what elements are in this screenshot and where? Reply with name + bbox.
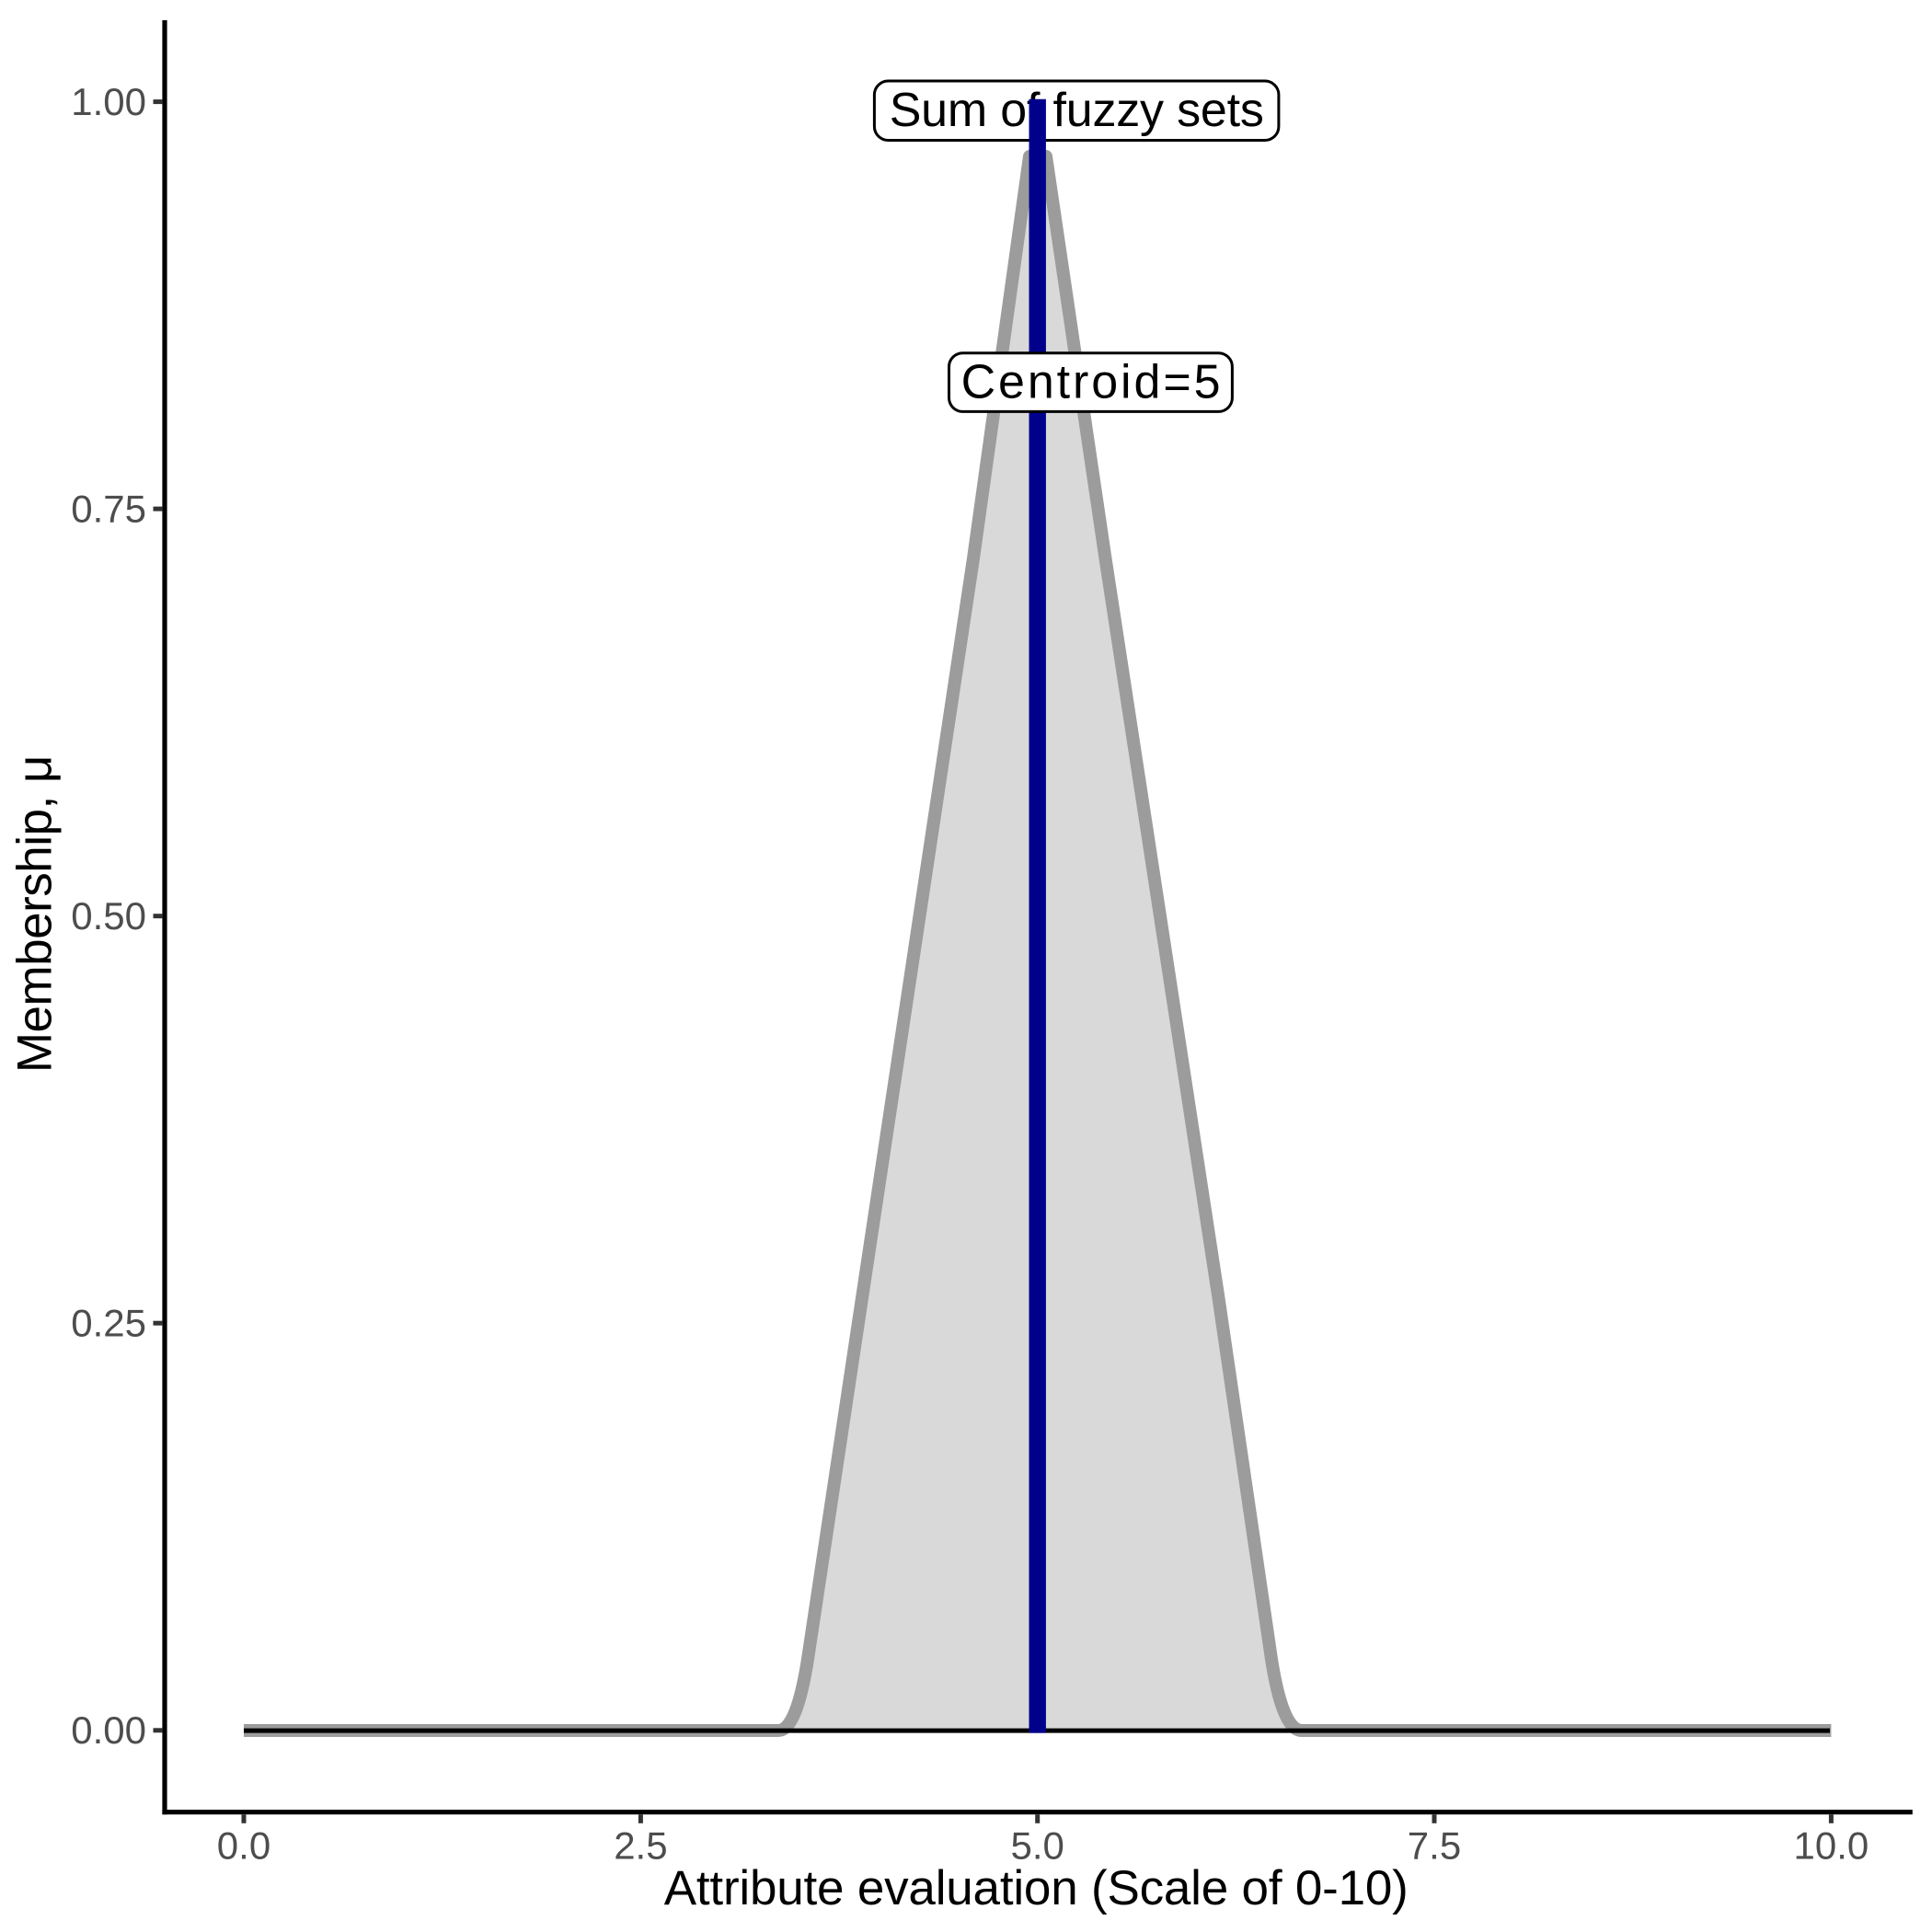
svg-text:2.5: 2.5 — [614, 1823, 667, 1867]
svg-text:7.5: 7.5 — [1408, 1823, 1461, 1867]
svg-text:0.50: 0.50 — [71, 894, 146, 937]
svg-text:5.0: 5.0 — [1011, 1823, 1064, 1867]
svg-text:Sum of fuzzy sets: Sum of fuzzy sets — [890, 84, 1264, 137]
svg-text:1.00: 1.00 — [71, 80, 146, 123]
svg-text:0.0: 0.0 — [217, 1823, 270, 1867]
svg-text:10.0: 10.0 — [1794, 1823, 1869, 1867]
svg-text:0.25: 0.25 — [71, 1302, 146, 1345]
svg-text:Membership, μ: Membership, μ — [8, 755, 63, 1073]
svg-text:0.00: 0.00 — [71, 1708, 146, 1752]
svg-text:Attribute evaluation (Scale of: Attribute evaluation (Scale of 0-10) — [664, 1861, 1409, 1915]
svg-text:0.75: 0.75 — [71, 488, 146, 531]
svg-text:Centroid=5: Centroid=5 — [961, 356, 1224, 409]
